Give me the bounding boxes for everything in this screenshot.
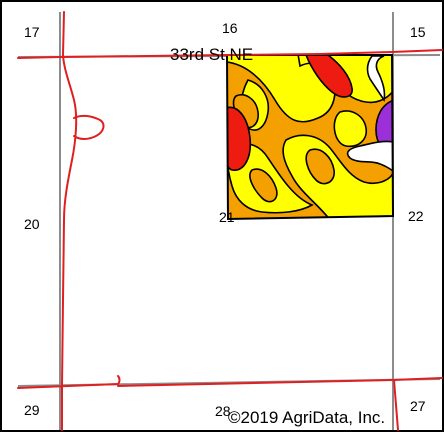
road-south-east [117,377,443,387]
section-label-17: 17 [24,24,40,40]
road-south [17,375,121,389]
section-label-29: 29 [24,402,40,418]
section-label-20: 20 [24,216,40,232]
roads [17,11,443,431]
section-label-15: 15 [410,24,426,40]
soil-red-patch-north [304,55,353,98]
soil-map [225,54,395,221]
water-area-north [366,55,386,103]
soil-red-patch-west [227,106,252,171]
road-label-33rd-st-ne: 33rd St NE [170,45,254,64]
soil-yellow-band-6 [333,110,368,148]
section-label-21: 21 [219,209,235,225]
section-label-28: 28 [215,403,231,419]
field-boundary [225,54,395,221]
section-label-16: 16 [222,20,238,36]
soil-orange-streak-2 [249,168,278,203]
road-east-south [393,379,399,431]
copyright-label: ©2019 AgriData, Inc. [228,408,386,427]
road-33rd-st-ne [17,49,443,59]
section-label-22: 22 [408,208,424,224]
water-area-east [346,140,393,174]
section-label-27: 27 [410,398,426,414]
soil-orange-streak-3 [305,148,335,185]
road-spur-loop [73,114,105,140]
